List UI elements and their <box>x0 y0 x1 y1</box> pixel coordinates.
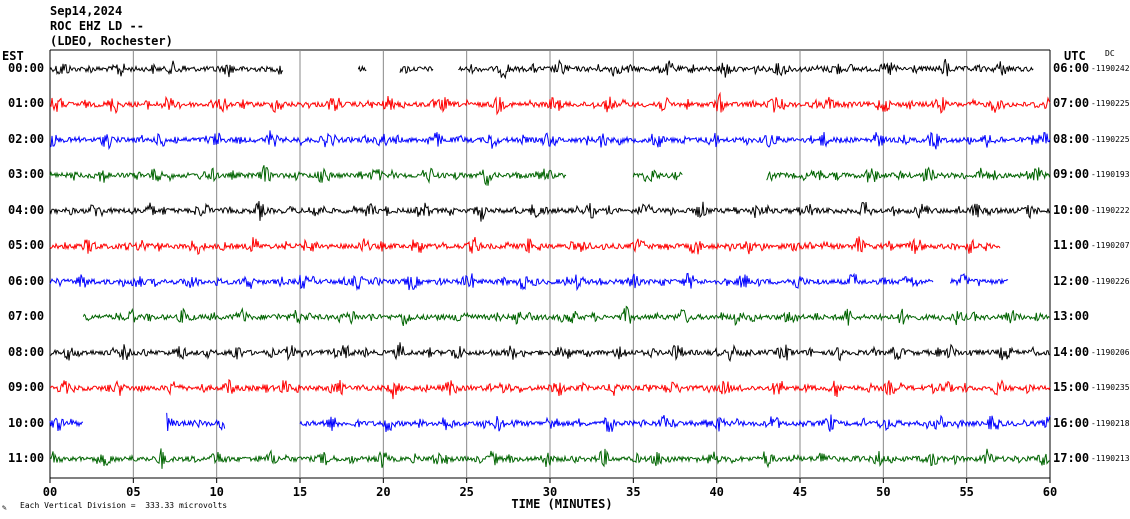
station-code: ROC EHZ LD -- <box>50 19 144 33</box>
x-axis-ticks: 00 05 10 15 20 25 30 35 40 45 50 55 60 <box>43 478 1057 499</box>
row-dc-offset: -1190242 <box>1091 64 1130 73</box>
x-tick-label: 55 <box>959 485 973 499</box>
row-utc-label: 12:00 <box>1053 273 1090 288</box>
seismic-trace <box>82 305 1050 327</box>
row-dc-offset: -1190213 <box>1091 453 1130 463</box>
row-est-label: 04:00 <box>8 202 45 217</box>
pencil-icon: ✎ <box>2 503 7 512</box>
seismic-traces <box>49 58 1051 469</box>
x-tick-label: 10 <box>209 485 223 499</box>
seismic-trace <box>49 272 934 292</box>
row-utc-label: 08:00 <box>1053 131 1090 146</box>
x-tick-label: 45 <box>793 485 807 499</box>
row-utc-label: 13:00 <box>1053 309 1090 324</box>
right-timezone-label: UTC <box>1064 49 1086 63</box>
x-axis-label: TIME (MINUTES) <box>511 497 612 511</box>
vertical-division-note: Each Vertical Division = 333.33 microvol… <box>20 501 228 510</box>
x-tick-label: 60 <box>1043 485 1057 499</box>
row-est-label: 09:00 <box>8 380 45 395</box>
row-est-label: 11:00 <box>8 450 45 465</box>
seismic-trace <box>49 448 1051 469</box>
row-est-label: 02:00 <box>8 131 45 146</box>
x-tick-label: 30 <box>543 485 557 499</box>
x-tick-label: 35 <box>626 485 640 499</box>
row-est-label: 01:00 <box>8 96 45 111</box>
seismic-trace <box>49 378 1051 400</box>
seismic-trace <box>299 414 1051 433</box>
left-timezone-label: EST <box>2 49 24 63</box>
row-utc-label: 09:00 <box>1053 167 1090 182</box>
row-utc-label: 10:00 <box>1053 202 1090 217</box>
row-est-label: 07:00 <box>8 309 45 324</box>
row-dc-offset: -1190193 <box>1091 170 1130 180</box>
row-utc-label: 14:00 <box>1053 344 1090 359</box>
row-est-label: 06:00 <box>8 273 45 288</box>
x-tick-label: 00 <box>43 485 57 499</box>
seismic-trace <box>49 201 1051 222</box>
row-utc-label: 06:00 <box>1053 61 1090 75</box>
row-dc-offset: -1190222 <box>1091 205 1130 215</box>
x-tick-label: 15 <box>293 485 307 499</box>
seismic-trace <box>766 166 1051 183</box>
row-utc-label: 07:00 <box>1053 96 1090 111</box>
time-grid <box>49 49 1051 479</box>
row-dc-offset: -1190235 <box>1091 383 1130 393</box>
row-utc-label: 15:00 <box>1053 380 1090 395</box>
seismic-trace <box>49 236 1001 255</box>
seismic-trace <box>950 273 1009 287</box>
x-tick-label: 50 <box>876 485 890 499</box>
x-tick-label: 25 <box>459 485 473 499</box>
row-dc-offset: -1190225 <box>1091 134 1130 144</box>
row-utc-label: 11:00 <box>1053 238 1090 253</box>
row-dc-offset: -1190206 <box>1091 347 1130 357</box>
row-est-label: 05:00 <box>8 238 45 253</box>
seismic-trace <box>50 91 1051 116</box>
row-est-label: 03:00 <box>8 167 45 182</box>
seismic-trace <box>49 342 1051 363</box>
seismic-trace <box>166 412 226 432</box>
seismic-trace <box>49 60 284 78</box>
seismic-trace <box>49 165 567 186</box>
station-network: (LDEO, Rochester) <box>50 34 173 48</box>
row-utc-label: 17:00 <box>1053 450 1090 465</box>
x-tick-label: 05 <box>126 485 140 499</box>
row-dc-offset: -1190226 <box>1091 276 1130 286</box>
row-dc-offset: -1190225 <box>1091 99 1130 109</box>
seismic-trace <box>357 64 367 73</box>
row-dc-offset: -1190218 <box>1091 418 1130 428</box>
record-date: Sep14,2024 <box>50 4 123 18</box>
seismic-trace <box>632 169 683 183</box>
x-tick-label: 20 <box>376 485 390 499</box>
seismic-trace <box>49 417 84 432</box>
x-tick-label: 40 <box>709 485 723 499</box>
dc-offset-header: DC <box>1105 49 1115 58</box>
seismic-trace <box>49 130 1051 151</box>
row-est-label: 10:00 <box>8 415 45 430</box>
row-est-label: 08:00 <box>8 344 45 359</box>
row-dc-offset: -1190207 <box>1091 241 1130 251</box>
seismic-trace <box>399 65 434 75</box>
seismic-trace <box>458 58 1034 80</box>
row-utc-label: 16:00 <box>1053 415 1090 430</box>
row-est-label: 00:00 <box>8 61 45 75</box>
